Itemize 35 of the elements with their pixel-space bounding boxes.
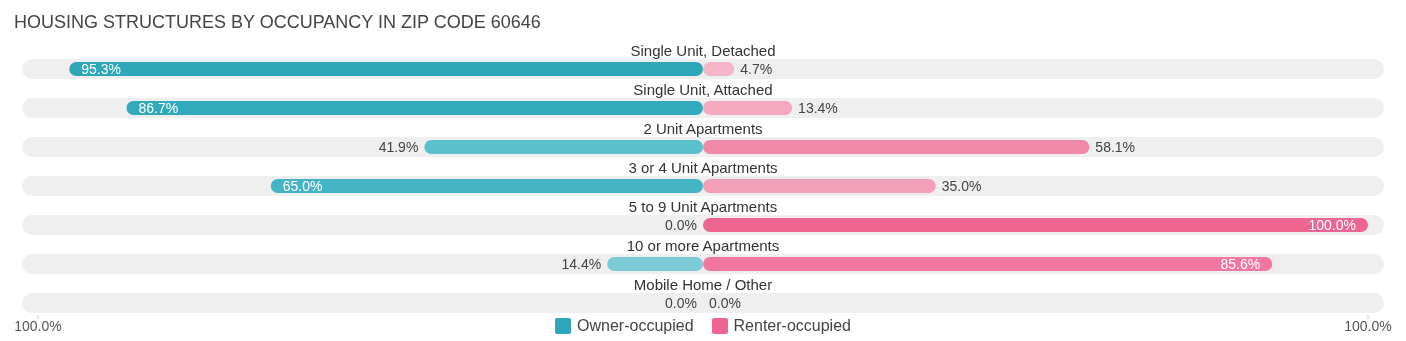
data-label: 100.0% (1308, 217, 1356, 233)
bar (703, 179, 936, 193)
bar (703, 218, 1368, 232)
bar (424, 140, 703, 154)
y-tick-label: Mobile Home / Other (632, 276, 774, 293)
bar (607, 257, 703, 271)
data-label: 85.6% (1220, 256, 1261, 272)
legend-label: Renter-occupied (733, 317, 851, 335)
data-label: 65.0% (282, 178, 323, 194)
data-label: 58.1% (1095, 139, 1136, 155)
data-label: 35.0% (941, 178, 982, 194)
y-tick-label: 5 to 9 Unit Apartments (627, 198, 779, 215)
data-label: 41.9% (378, 139, 419, 155)
y-tick-label: 2 Unit Apartments (642, 120, 764, 137)
y-tick-label: Single Unit, Attached (632, 81, 774, 98)
data-label: 95.3% (81, 61, 121, 77)
bar (703, 62, 735, 76)
bar (703, 140, 1090, 154)
data-label: 4.7% (740, 61, 773, 77)
data-label: 14.4% (561, 256, 602, 272)
bar (703, 257, 1273, 271)
bar (270, 179, 703, 193)
y-tick-label: 10 or more Apartments (625, 237, 781, 254)
data-label: 0.0% (709, 295, 741, 311)
data-label: 86.7% (138, 100, 179, 116)
y-tick-label: 3 or 4 Unit Apartments (627, 159, 779, 176)
data-label: 0.0% (665, 217, 697, 233)
bar (126, 101, 703, 115)
data-label: 0.0% (665, 295, 697, 311)
legend-label: Owner-occupied (577, 317, 694, 335)
bar (69, 62, 703, 76)
data-label: 13.4% (798, 100, 838, 116)
bar (703, 101, 793, 115)
y-tick-label: Single Unit, Detached (629, 42, 777, 59)
chart-title: HOUSING STRUCTURES BY OCCUPANCY IN ZIP CODE 60646 (13, 11, 542, 34)
